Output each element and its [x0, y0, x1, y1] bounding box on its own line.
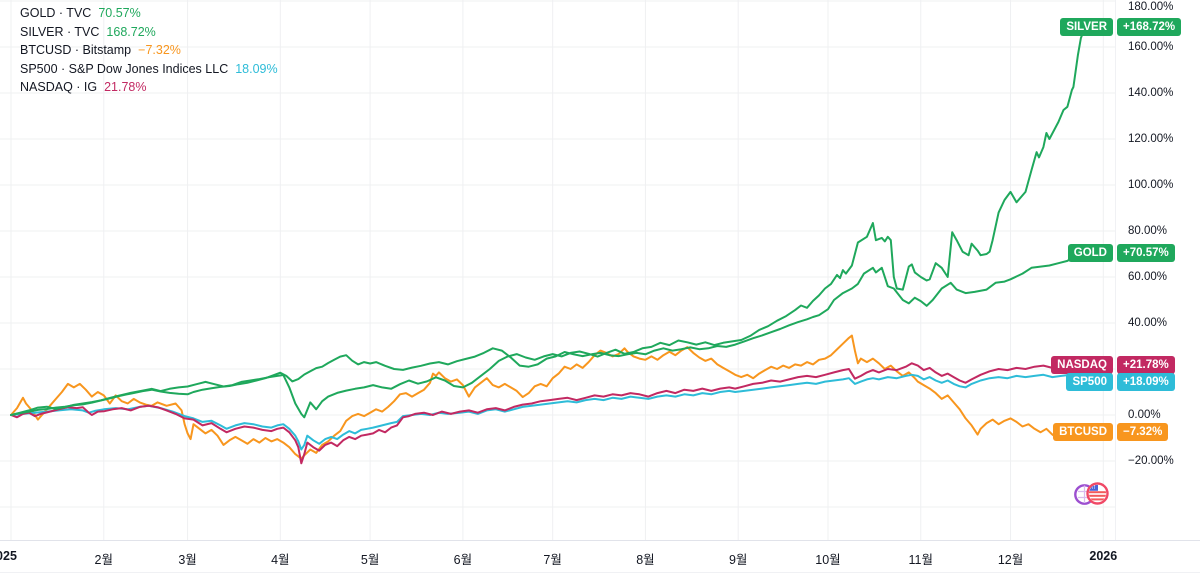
series-value-badge-nasdaq[interactable]: +21.78% [1117, 355, 1175, 374]
time-axis-label: 7월 [543, 553, 562, 567]
legend-item-change: 168.72% [106, 24, 156, 39]
time-axis[interactable]: 2025 2월 3월 4월 5월 6월 7월 8월 9월 10월 11월 12월 2026 [0, 540, 1200, 577]
price-axis-label: 40.00% [1128, 317, 1168, 329]
time-axis-label: 11월 [908, 553, 933, 567]
series-value-badge-sp500[interactable]: +18.09% [1117, 372, 1175, 391]
time-axis-label: 4월 [271, 553, 290, 567]
legend-item-label: SP500 · S&P Dow Jones Indices LLC [20, 61, 229, 76]
series-value-badge-btcusd[interactable]: −7.32% [1117, 422, 1169, 441]
series-line-silver[interactable] [10, 25, 1087, 419]
price-axis-label: 60.00% [1128, 271, 1168, 283]
price-axis-label: 160.00% [1128, 41, 1174, 53]
time-axis-label: 12월 [997, 553, 1024, 567]
series-value-badge-gold[interactable]: +70.57% [1117, 243, 1175, 262]
legend-item-sp500[interactable]: SP500 · S&P Dow Jones Indices LLC 18.09% [20, 60, 278, 79]
legend-item-silver[interactable]: SILVER · TVC 168.72% [20, 23, 278, 42]
series-line-btcusd[interactable] [10, 334, 1087, 460]
time-axis-label: 2025 [0, 549, 17, 563]
time-axis-label: 8월 [636, 553, 655, 567]
price-axis-label: 0.00% [1128, 409, 1161, 421]
series-name-badge-gold[interactable]: GOLD [1067, 243, 1113, 262]
legend-item-label: SILVER · TVC [20, 24, 100, 39]
series-name-badge-btcusd[interactable]: BTCUSD [1053, 422, 1113, 441]
series-line-sp500[interactable] [10, 372, 1087, 451]
legend-item-change: 21.78% [104, 80, 147, 95]
series-name-badge-nasdaq[interactable]: NASDAQ [1051, 355, 1113, 374]
legend-item-label: GOLD · TVC [20, 6, 92, 20]
price-axis-label: 120.00% [1128, 133, 1174, 145]
legend-item-nasdaq[interactable]: NASDAQ · IG 21.78% [20, 78, 278, 97]
price-axis-label: −20.00% [1128, 455, 1174, 467]
price-axis-label: 100.00% [1128, 179, 1174, 191]
legend-item-label: BTCUSD · Bitstamp [20, 43, 132, 58]
time-axis-label: 9월 [728, 553, 748, 567]
usd-pair-flag-logo [1073, 479, 1110, 510]
legend: GOLD · TVC 70.57% SILVER · TVC 168.72% BTC… [20, 4, 278, 97]
legend-item-btcusd[interactable]: BTCUSD · Bitstamp −7.32% [20, 41, 278, 60]
time-axis-label: 6월 [453, 553, 473, 567]
time-axis-label: 10월 [815, 553, 841, 567]
legend-item-change: 18.09% [235, 61, 278, 76]
time-axis-label: 2월 [94, 553, 113, 567]
price-axis-separator [1115, 0, 1116, 540]
series-name-badge-sp500[interactable]: SP500 [1066, 372, 1113, 391]
price-axis-label: 180.00% [1128, 1, 1174, 13]
legend-item-change: −7.32% [138, 43, 181, 58]
series-name-badge-silver[interactable]: SILVER [1060, 17, 1113, 36]
legend-item-gold[interactable]: GOLD · TVC 70.57% [20, 4, 278, 23]
series-lines [10, 25, 1087, 465]
price-axis[interactable]: 180.00% 160.00% 140.00% 120.00% 100.00% 80.00… [1116, 0, 1200, 540]
time-axis-subline [0, 572, 1200, 573]
price-axis-label: 80.00% [1128, 225, 1168, 237]
price-axis-label: 140.00% [1128, 87, 1174, 99]
series-line-nasdaq[interactable] [10, 362, 1087, 465]
time-axis-label: 5월 [360, 553, 380, 567]
legend-item-change: 70.57% [98, 6, 141, 20]
time-axis-label: 3월 [178, 553, 197, 567]
series-line-gold[interactable] [10, 251, 1087, 416]
legend-item-label: NASDAQ · IG [20, 80, 98, 95]
series-value-badge-silver[interactable]: +168.72% [1117, 17, 1182, 36]
time-axis-label: 2026 [1089, 549, 1118, 563]
